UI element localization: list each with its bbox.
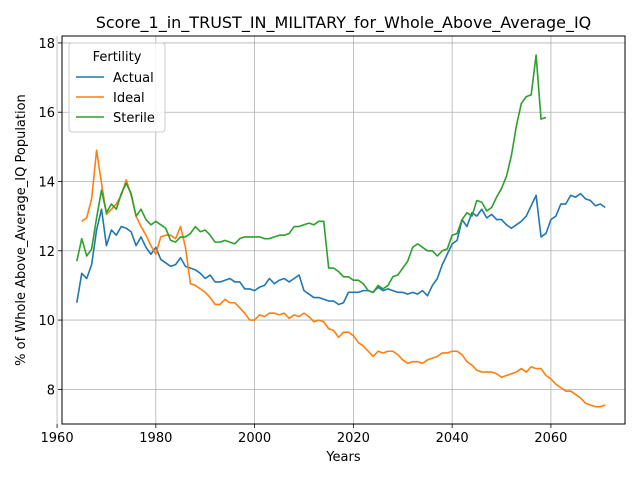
data-lines <box>76 54 606 408</box>
y-tick-label: 8 <box>47 383 55 398</box>
legend-label-actual: Actual <box>113 71 154 86</box>
y-tick-label: 10 <box>38 314 55 329</box>
x-tick-label: 2000 <box>238 431 271 446</box>
y-axis-ticks: 8 10 12 14 16 18 <box>38 37 62 398</box>
chart-title: Score_1_in_TRUST_IN_MILITARY_for_Whole_A… <box>96 13 592 33</box>
y-tick-label: 12 <box>38 245 55 260</box>
series-line-actual <box>76 192 606 306</box>
legend-title: Fertility <box>93 50 142 65</box>
x-tick-label: 1980 <box>139 431 172 446</box>
y-tick-label: 16 <box>38 106 55 121</box>
legend-box <box>68 42 166 133</box>
y-tick-label: 18 <box>38 37 55 52</box>
gridlines <box>56 36 625 424</box>
x-tick-label: 1960 <box>41 431 74 446</box>
y-axis-label: % of Whole Above_Average_IQ Population <box>14 94 29 366</box>
x-axis-label: Years <box>325 450 361 465</box>
legend-label-ideal: Ideal <box>113 91 145 106</box>
x-tick-label: 2060 <box>534 431 567 446</box>
plot-area-frame <box>61 35 626 425</box>
x-axis-ticks: 1960 1980 2000 2020 2040 2060 <box>41 424 567 446</box>
legend: Fertility Actual Ideal Sterile <box>68 42 166 133</box>
x-tick-label: 2040 <box>436 431 469 446</box>
series-line-sterile <box>76 54 547 294</box>
x-tick-label: 2020 <box>337 431 370 446</box>
legend-label-sterile: Sterile <box>113 111 155 126</box>
y-tick-label: 14 <box>38 176 55 191</box>
